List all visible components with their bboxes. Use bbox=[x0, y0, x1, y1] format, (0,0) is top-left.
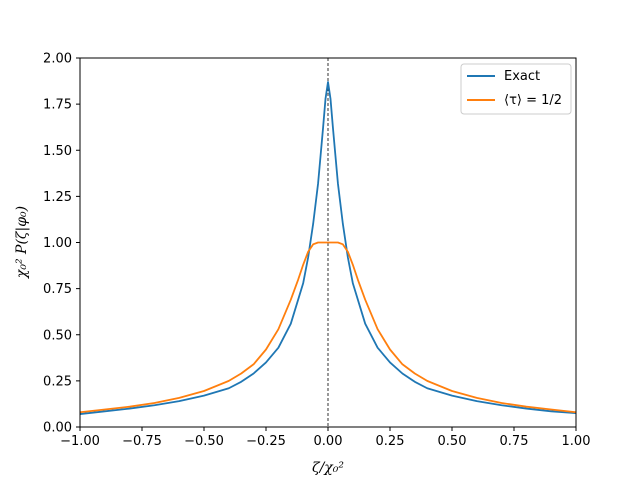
series-line-0 bbox=[79, 81, 577, 415]
x-tick-label: 0.75 bbox=[500, 434, 529, 449]
y-tick-label: 0.75 bbox=[43, 282, 72, 297]
axis-ticks: −1.00 −0.75 −0.50 −0.25 0.00 0.25 0.50 0.75 1.00… bbox=[43, 52, 590, 450]
y-tick-label: 0.25 bbox=[43, 374, 72, 389]
legend-label-exact: Exact bbox=[504, 69, 540, 84]
axes-frame bbox=[79, 57, 577, 428]
series-line-1 bbox=[79, 241, 577, 414]
x-tick-label: −1.00 bbox=[60, 434, 100, 449]
legend-label-tau: ⟨τ⟩ = 1/2 bbox=[504, 93, 562, 108]
x-axis-label: ζ/χ₀² bbox=[312, 460, 344, 476]
y-tick-label: 1.75 bbox=[43, 98, 72, 113]
y-tick-label: 2.00 bbox=[43, 52, 72, 67]
x-tick-label: 1.00 bbox=[562, 434, 591, 449]
y-tick-label: 1.50 bbox=[43, 144, 72, 159]
y-tick-label: 0.50 bbox=[43, 328, 72, 343]
y-tick-label: 0.00 bbox=[43, 421, 72, 436]
x-tick-label: −0.75 bbox=[122, 434, 162, 449]
legend: Exact ⟨τ⟩ = 1/2 bbox=[460, 63, 572, 115]
x-tick-label: 0.50 bbox=[438, 434, 467, 449]
y-axis-label: χ₀² P(ζ|φ₀) bbox=[14, 206, 30, 279]
y-tick-label: 1.25 bbox=[43, 190, 72, 205]
y-tick-label: 1.00 bbox=[43, 236, 72, 251]
plot-area bbox=[79, 58, 577, 427]
x-tick-label: −0.25 bbox=[246, 434, 286, 449]
x-tick-label: −0.50 bbox=[184, 434, 224, 449]
x-tick-label: 0.00 bbox=[314, 434, 343, 449]
x-tick-label: 0.25 bbox=[376, 434, 405, 449]
